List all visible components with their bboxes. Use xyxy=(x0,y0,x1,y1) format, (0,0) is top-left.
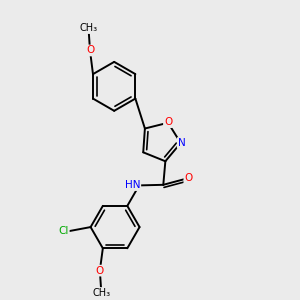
Text: O: O xyxy=(184,173,193,183)
Text: HN: HN xyxy=(125,180,140,190)
Text: Cl: Cl xyxy=(58,226,69,236)
Text: O: O xyxy=(86,46,94,56)
Text: N: N xyxy=(178,138,185,148)
Text: CH₃: CH₃ xyxy=(92,288,110,298)
Text: O: O xyxy=(164,117,172,127)
Text: CH₃: CH₃ xyxy=(80,23,98,33)
Text: O: O xyxy=(96,266,104,276)
